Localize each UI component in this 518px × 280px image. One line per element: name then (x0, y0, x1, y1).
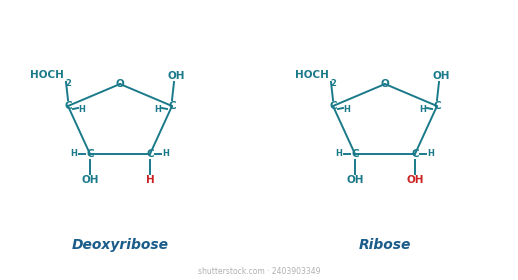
Text: shutterstock.com · 2403903349: shutterstock.com · 2403903349 (198, 267, 320, 277)
Text: C: C (433, 101, 441, 111)
Text: 2: 2 (330, 79, 336, 88)
Text: OH: OH (432, 71, 450, 81)
Text: C: C (64, 101, 72, 111)
Text: H: H (163, 150, 169, 158)
Text: C: C (351, 149, 359, 159)
Text: OH: OH (406, 175, 424, 185)
Text: C: C (146, 149, 154, 159)
Text: H: H (336, 150, 342, 158)
Text: OH: OH (346, 175, 364, 185)
Text: C: C (411, 149, 419, 159)
Text: 2: 2 (65, 79, 71, 88)
Text: HOCH: HOCH (295, 70, 329, 80)
Text: Ribose: Ribose (359, 238, 411, 252)
Text: C: C (329, 101, 337, 111)
Text: H: H (79, 106, 85, 115)
Text: H: H (70, 150, 77, 158)
Text: OH: OH (167, 71, 185, 81)
Text: H: H (154, 106, 162, 115)
Text: O: O (116, 79, 124, 89)
Text: O: O (381, 79, 390, 89)
Text: H: H (420, 106, 426, 115)
Text: C: C (86, 149, 94, 159)
Text: OH: OH (81, 175, 99, 185)
Text: C: C (168, 101, 176, 111)
Text: H: H (146, 175, 154, 185)
Text: HOCH: HOCH (30, 70, 64, 80)
Text: H: H (427, 150, 435, 158)
Text: Deoxyribose: Deoxyribose (71, 238, 168, 252)
Text: H: H (343, 106, 351, 115)
